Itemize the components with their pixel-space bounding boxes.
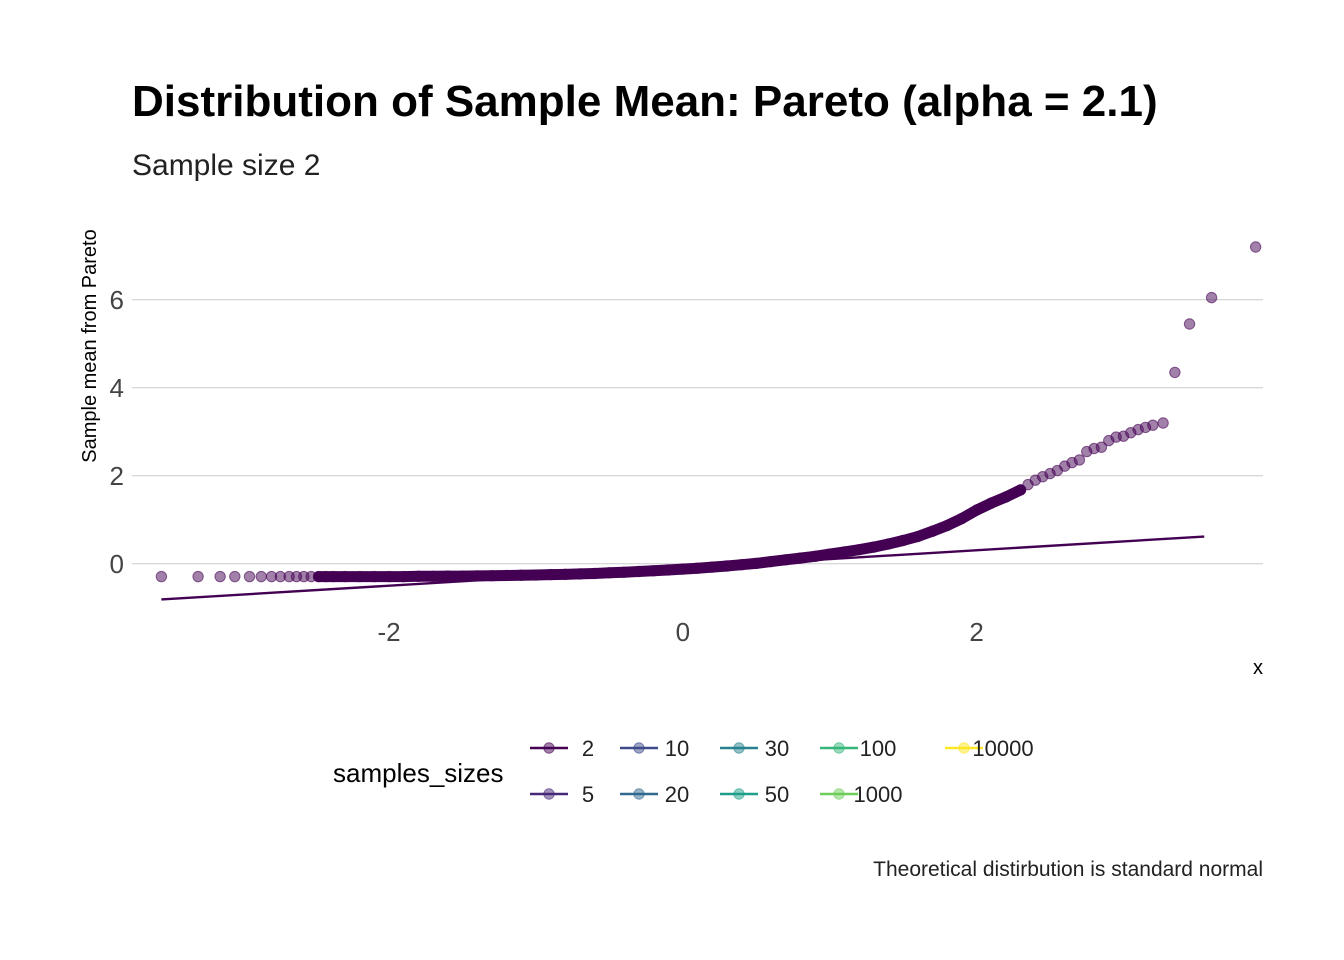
legend: samples_sizes 2 5 10 20 30 50 100 1000 10000 <box>333 736 1034 807</box>
y-tick-label-3: 6 <box>110 285 124 315</box>
data-point-33 <box>603 567 616 579</box>
legend-point-10 <box>633 742 645 754</box>
data-point-69 <box>1073 454 1086 466</box>
legend-entries: 2 5 10 20 30 50 100 1000 10000 <box>530 736 1034 807</box>
data-point-43 <box>750 557 762 570</box>
y-tick-label-0: 0 <box>110 549 124 579</box>
data-point-35 <box>633 565 645 578</box>
legend-point-50 <box>733 788 745 800</box>
data-point-14 <box>327 570 339 583</box>
legend-point-10000 <box>958 742 970 754</box>
data-point-32 <box>588 567 601 580</box>
data-point-51 <box>868 541 880 553</box>
data-point-22 <box>442 570 454 582</box>
y-tick-labels: 0 2 4 6 <box>110 285 124 579</box>
data-point-1 <box>192 570 204 583</box>
legend-label-1000: 1000 <box>854 782 903 807</box>
legend-label-10: 10 <box>665 736 689 761</box>
legend-point-100 <box>833 742 845 754</box>
chart-caption: Theoretical distirbution is standard nor… <box>873 858 1263 881</box>
x-tick-label-0: -2 <box>377 617 400 647</box>
data-point-23 <box>456 570 469 582</box>
legend-point-20 <box>633 788 645 800</box>
data-point-55 <box>926 525 939 537</box>
data-point-58 <box>970 504 983 516</box>
data-point-48 <box>823 548 836 560</box>
data-point-39 <box>691 562 704 574</box>
data-point-59 <box>985 497 997 509</box>
data-point-47 <box>809 550 821 563</box>
y-axis-label: Sample mean from Pareto <box>79 229 101 462</box>
data-point-72 <box>1095 441 1108 453</box>
data-point-42 <box>735 558 748 571</box>
data-point-2 <box>214 570 226 583</box>
data-point-5 <box>255 570 267 583</box>
legend-label-30: 30 <box>765 736 789 761</box>
chart-subtitle: Sample size 2 <box>132 149 320 182</box>
data-point-45 <box>779 554 792 566</box>
data-point-18 <box>383 570 395 583</box>
data-point-16 <box>353 570 366 583</box>
data-point-20 <box>412 570 425 583</box>
data-point-25 <box>486 569 498 582</box>
data-point-81 <box>1169 366 1181 379</box>
data-point-60 <box>1000 491 1012 503</box>
legend-title: samples_sizes <box>333 758 504 788</box>
data-point-37 <box>662 564 674 576</box>
data-point-57 <box>956 512 968 525</box>
legend-point-30 <box>733 742 745 754</box>
legend-label-20: 20 <box>665 782 689 807</box>
data-point-36 <box>647 565 660 577</box>
data-point-27 <box>515 569 527 581</box>
data-point-83 <box>1205 291 1218 304</box>
legend-label-100: 100 <box>860 736 897 761</box>
data-point-17 <box>368 570 381 583</box>
data-point-0 <box>155 570 168 583</box>
y-gridlines <box>132 299 1263 565</box>
data-point-3 <box>229 570 241 583</box>
data-point-46 <box>794 552 807 564</box>
data-point-31 <box>574 568 586 580</box>
data-point-26 <box>500 569 513 582</box>
data-point-80 <box>1157 417 1169 429</box>
legend-point-5 <box>543 788 555 800</box>
legend-point-1000 <box>833 788 845 800</box>
legend-label-10000: 10000 <box>972 736 1033 761</box>
data-point-38 <box>677 563 689 575</box>
data-point-4 <box>243 570 256 583</box>
data-point-79 <box>1147 419 1159 431</box>
chart-title: Distribution of Sample Mean: Pareto (alp… <box>132 77 1158 126</box>
data-point-21 <box>427 570 439 583</box>
data-point-24 <box>471 570 483 582</box>
data-point-28 <box>530 569 542 581</box>
data-point-41 <box>721 560 733 572</box>
data-point-40 <box>706 561 718 573</box>
data-point-52 <box>882 538 895 550</box>
y-tick-label-2: 4 <box>110 373 124 403</box>
data-point-54 <box>912 530 924 543</box>
legend-label-50: 50 <box>765 782 789 807</box>
x-tick-label-1: 0 <box>676 617 690 647</box>
data-point-56 <box>941 519 953 532</box>
data-point-84 <box>1249 241 1262 253</box>
points-layer <box>155 241 1262 583</box>
data-point-53 <box>897 534 909 547</box>
x-axis-label: x <box>1253 657 1263 679</box>
x-tick-label-2: 2 <box>969 617 983 647</box>
data-point-49 <box>838 546 851 558</box>
data-point-50 <box>853 544 865 556</box>
legend-point-2 <box>543 742 555 754</box>
data-point-82 <box>1183 318 1196 330</box>
data-point-34 <box>618 566 630 578</box>
data-point-29 <box>544 568 557 581</box>
legend-label-5: 5 <box>582 782 594 807</box>
data-point-19 <box>398 570 410 583</box>
x-tick-labels: -2 0 2 <box>377 617 983 647</box>
data-point-44 <box>765 555 777 568</box>
data-point-15 <box>339 570 351 583</box>
legend-label-2: 2 <box>582 736 594 761</box>
y-tick-label-1: 2 <box>110 461 124 491</box>
data-point-30 <box>559 568 572 581</box>
